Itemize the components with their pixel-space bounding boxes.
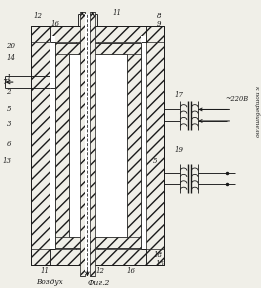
Text: Воздух: Воздух [36,278,63,286]
Bar [80,12,85,276]
Bar [31,249,164,265]
Bar [31,26,164,42]
Text: 11: 11 [40,267,49,275]
Text: 9: 9 [157,20,161,29]
Text: 2: 2 [7,88,11,96]
Text: 7: 7 [2,78,6,86]
Bar [127,43,141,248]
Bar [50,36,55,249]
Bar [55,43,69,248]
Text: 20: 20 [7,42,15,50]
Text: 15: 15 [155,259,164,268]
Bar [85,14,90,274]
Bar [146,26,164,265]
Text: 6: 6 [7,140,11,148]
Text: 19: 19 [175,146,184,154]
Text: 17: 17 [175,91,184,99]
Bar [69,54,127,237]
Bar [50,76,55,88]
Text: 13: 13 [3,157,11,165]
Bar [90,12,95,276]
Bar [55,43,141,54]
Text: 12: 12 [34,12,43,20]
Text: 12: 12 [95,267,104,275]
Text: 5: 5 [7,105,11,113]
Text: 1: 1 [7,74,11,82]
Text: 3: 3 [7,120,11,128]
Text: 11: 11 [112,9,121,17]
Bar [55,237,141,248]
Bar [141,36,146,249]
Text: 16: 16 [51,20,60,29]
Text: 18: 18 [154,251,163,259]
Bar [31,26,50,265]
Text: 5: 5 [153,157,157,165]
Text: ~220В: ~220В [226,95,249,103]
Text: 16: 16 [127,267,135,275]
Text: к потребителю: к потребителю [254,86,260,137]
Text: Фиг.2: Фиг.2 [88,278,110,287]
Text: 14: 14 [7,54,15,62]
Text: 8: 8 [157,12,161,20]
